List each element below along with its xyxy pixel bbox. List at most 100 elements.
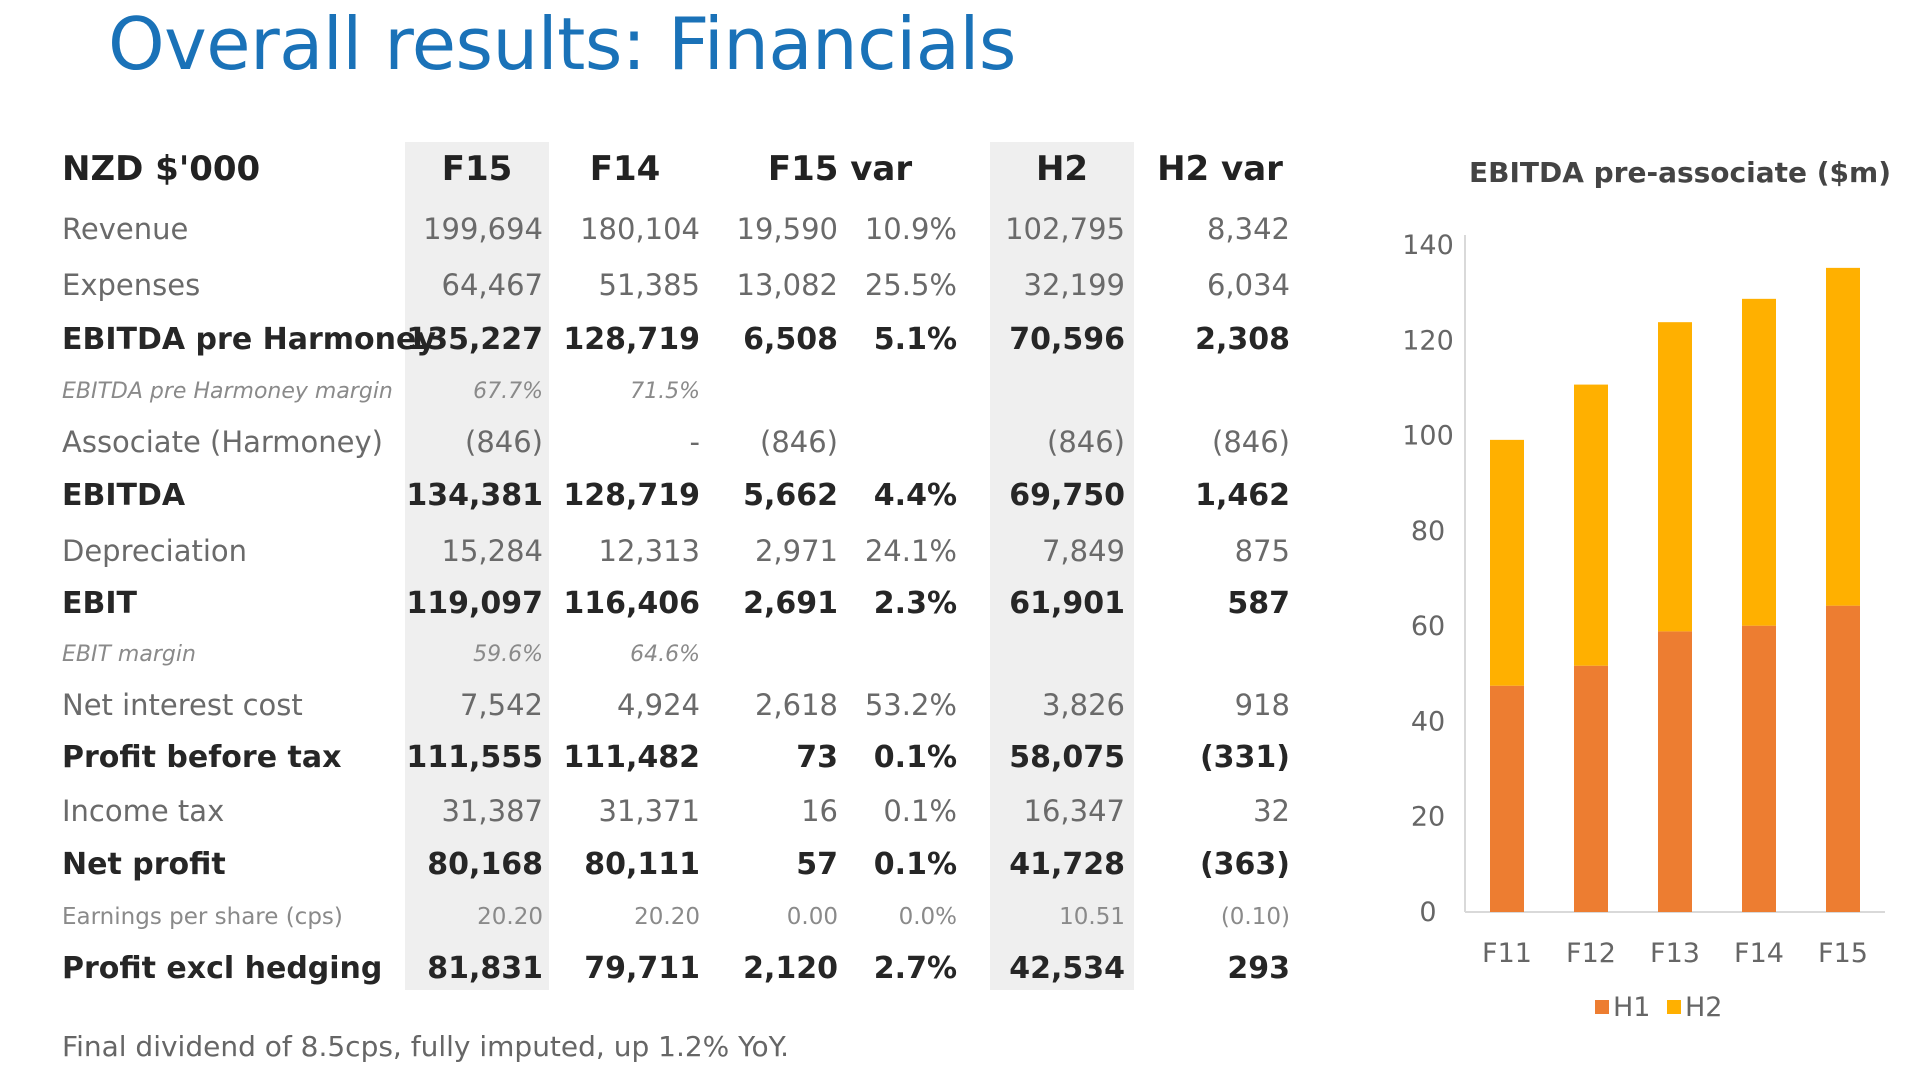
cell-depreciation-var-pct: 24.1%	[864, 534, 957, 568]
row-label-profit-excl-hedging: Profit excl hedging	[62, 951, 383, 986]
cell-expenses-var-pct: 25.5%	[864, 268, 957, 302]
header-label: NZD $'000	[62, 149, 261, 189]
y-tick-label-0: 0	[1419, 897, 1436, 928]
row-label-net-interest-cost: Net interest cost	[62, 688, 303, 722]
bar-f13-h1	[1658, 631, 1692, 912]
y-tick-label-140: 140	[1402, 230, 1454, 261]
footnote: Final dividend of 8.5cps, fully imputed,…	[62, 1030, 790, 1063]
header-h2: H2	[1035, 149, 1089, 189]
cell-ebitda-pre-harmoney-margin-f15: 67.7%	[473, 379, 543, 404]
bar-f12-h2	[1574, 384, 1608, 666]
cell-ebit-h2-var: 587	[1227, 586, 1290, 621]
cell-profit-excl-hedging-h2: 42,534	[1009, 951, 1125, 986]
f15-column-shade	[405, 142, 549, 990]
cell-revenue-var-pct: 10.9%	[864, 212, 957, 246]
cell-ebit-var-pct: 2.3%	[873, 586, 957, 621]
cell-associate-harmoney-h2-var: (846)	[1212, 425, 1290, 459]
row-label-income-tax: Income tax	[62, 794, 225, 828]
cell-profit-excl-hedging-var-pct: 2.7%	[873, 951, 957, 986]
cell-earnings-per-share-cps-f14: 20.20	[634, 904, 700, 930]
cell-ebitda-pre-harmoney-f15: 135,227	[406, 322, 543, 357]
cell-profit-before-tax-f15: 111,555	[406, 740, 543, 775]
cell-ebit-f15: 119,097	[406, 586, 543, 621]
row-label-profit-before-tax: Profit before tax	[62, 740, 342, 775]
cell-associate-harmoney-f15: (846)	[465, 425, 543, 459]
cell-ebit-margin-f15: 59.6%	[473, 642, 543, 667]
cell-ebitda-f15: 134,381	[406, 478, 543, 513]
bar-f11-h1	[1490, 685, 1524, 912]
cell-expenses-var-abs: 13,082	[736, 268, 838, 302]
cell-net-interest-cost-h2-var: 918	[1234, 688, 1290, 722]
y-tick-label-100: 100	[1402, 421, 1454, 452]
cell-revenue-var-abs: 19,590	[736, 212, 838, 246]
x-tick-label-f14: F14	[1734, 938, 1784, 969]
cell-earnings-per-share-cps-var-pct: 0.0%	[898, 904, 957, 930]
cell-net-profit-var-pct: 0.1%	[873, 847, 957, 882]
cell-net-profit-f15: 80,168	[427, 847, 543, 882]
cell-income-tax-var-pct: 0.1%	[883, 794, 957, 828]
cell-ebitda-pre-harmoney-f14: 128,719	[563, 322, 700, 357]
cell-ebitda-f14: 128,719	[563, 478, 700, 513]
cell-income-tax-h2: 16,347	[1023, 794, 1125, 828]
cell-profit-excl-hedging-h2-var: 293	[1227, 951, 1290, 986]
cell-expenses-f14: 51,385	[598, 268, 700, 302]
cell-ebit-var-abs: 2,691	[743, 586, 838, 621]
header-f15: F15	[441, 149, 513, 189]
cell-ebitda-pre-harmoney-h2: 70,596	[1009, 322, 1125, 357]
y-tick-label-80: 80	[1411, 516, 1445, 547]
header-f14: F14	[589, 149, 661, 189]
cell-profit-before-tax-f14: 111,482	[563, 740, 700, 775]
cell-income-tax-f15: 31,387	[441, 794, 543, 828]
row-label-ebitda-pre-harmoney: EBITDA pre Harmoney	[62, 322, 436, 357]
row-label-ebitda: EBITDA	[62, 478, 186, 513]
y-tick-label-20: 20	[1411, 802, 1445, 833]
cell-associate-harmoney-var-abs: (846)	[760, 425, 838, 459]
cell-earnings-per-share-cps-h2-var: (0.10)	[1220, 904, 1290, 930]
bar-f14-h2	[1742, 298, 1776, 626]
cell-depreciation-h2-var: 875	[1234, 534, 1290, 568]
cell-net-interest-cost-h2: 3,826	[1041, 688, 1125, 722]
cell-income-tax-h2-var: 32	[1253, 794, 1290, 828]
legend-swatch-h2	[1667, 1000, 1681, 1014]
cell-depreciation-var-abs: 2,971	[754, 534, 838, 568]
cell-ebitda-pre-harmoney-var-pct: 5.1%	[873, 322, 957, 357]
cell-profit-before-tax-h2: 58,075	[1009, 740, 1125, 775]
cell-net-interest-cost-var-pct: 53.2%	[864, 688, 957, 722]
row-label-depreciation: Depreciation	[62, 534, 248, 568]
ebitda-chart: EBITDA pre-associate ($m) 0 20 40 60 80 100 120…	[1402, 156, 1891, 1023]
cell-depreciation-h2: 7,849	[1041, 534, 1125, 568]
x-tick-label-f12: F12	[1566, 938, 1616, 969]
row-label-net-profit: Net profit	[62, 847, 226, 882]
row-label-revenue: Revenue	[62, 212, 189, 246]
cell-profit-excl-hedging-f15: 81,831	[427, 951, 543, 986]
cell-net-profit-f14: 80,111	[584, 847, 700, 882]
cell-revenue-f14: 180,104	[580, 212, 700, 246]
bar-f13-h2	[1658, 322, 1692, 632]
chart-title: EBITDA pre-associate ($m)	[1469, 156, 1891, 189]
x-tick-label-f11: F11	[1482, 938, 1532, 969]
legend-label-h1: H1	[1613, 992, 1650, 1023]
row-label-associate-harmoney: Associate (Harmoney)	[62, 425, 383, 459]
page-title: Overall results: Financials	[108, 2, 1016, 86]
h2-column-shade	[990, 142, 1134, 990]
cell-income-tax-f14: 31,371	[598, 794, 700, 828]
cell-revenue-h2-var: 8,342	[1206, 212, 1290, 246]
cell-ebit-margin-f14: 64.6%	[630, 642, 700, 667]
x-tick-label-f13: F13	[1650, 938, 1700, 969]
y-tick-label-120: 120	[1402, 325, 1454, 356]
cell-ebitda-h2: 69,750	[1009, 478, 1125, 513]
cell-ebitda-pre-harmoney-margin-f14: 71.5%	[630, 379, 700, 404]
bar-f15-h2	[1826, 267, 1860, 606]
cell-expenses-h2-var: 6,034	[1206, 268, 1290, 302]
cell-depreciation-f14: 12,313	[598, 534, 700, 568]
cell-depreciation-f15: 15,284	[441, 534, 543, 568]
cell-earnings-per-share-cps-f15: 20.20	[477, 904, 543, 930]
cell-revenue-f15: 199,694	[423, 212, 543, 246]
header-h2-var: H2 var	[1157, 149, 1283, 189]
row-label-ebit: EBIT	[62, 586, 137, 621]
cell-ebit-h2: 61,901	[1009, 586, 1125, 621]
row-label-ebitda-pre-harmoney-margin: EBITDA pre Harmoney margin	[62, 379, 393, 404]
cell-earnings-per-share-cps-var-abs: 0.00	[786, 904, 838, 930]
cell-ebitda-var-abs: 5,662	[743, 478, 838, 513]
cell-profit-before-tax-h2-var: (331)	[1199, 740, 1290, 775]
